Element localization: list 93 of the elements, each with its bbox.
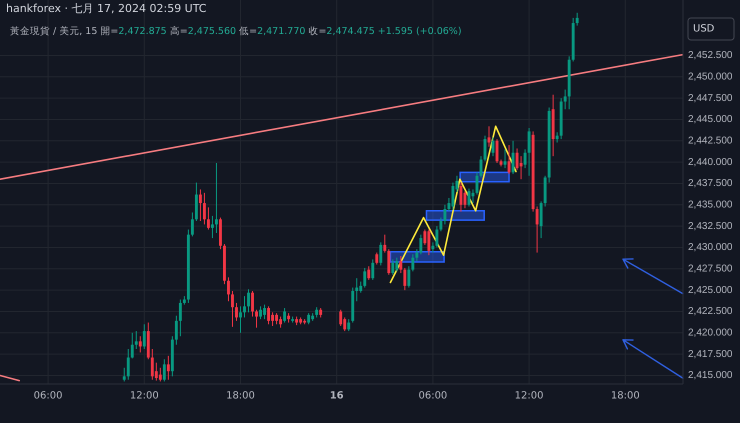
candlestick xyxy=(315,306,318,318)
candlestick xyxy=(190,212,194,237)
candlestick xyxy=(516,148,519,170)
candlestick xyxy=(536,206,539,254)
candlestick xyxy=(431,242,434,254)
candlestick xyxy=(243,296,246,318)
y-tick-label: 2,440.000 xyxy=(688,156,733,168)
y-tick-label: 2,447.500 xyxy=(688,92,733,104)
candlestick xyxy=(150,348,154,380)
y-tick-label: 2,422.500 xyxy=(688,306,733,318)
y-tick-label: 2,417.500 xyxy=(688,348,733,360)
candlestick xyxy=(255,309,258,328)
candlestick xyxy=(540,200,543,239)
candlestick xyxy=(399,256,402,274)
candlestick xyxy=(460,182,462,212)
candlestick xyxy=(468,188,470,208)
candlestick xyxy=(198,188,202,222)
x-tick-label: 18:00 xyxy=(226,390,255,402)
line-series xyxy=(390,125,517,284)
candlestick xyxy=(267,306,270,325)
candlestick xyxy=(202,192,206,225)
candlestick xyxy=(287,312,290,324)
y-axis-title: USD xyxy=(693,24,715,35)
candlestick xyxy=(279,316,282,328)
candlestick xyxy=(210,215,214,239)
candlestick xyxy=(472,188,474,204)
y-tick-label: 2,450.000 xyxy=(688,71,733,82)
y-tick-label: 2,435.000 xyxy=(688,199,733,210)
candlestick xyxy=(451,182,454,210)
candlestick xyxy=(415,248,418,262)
y-tick-label: 2,420.000 xyxy=(688,327,733,338)
x-tick-label: 12:00 xyxy=(130,390,159,402)
x-tick-label: 16 xyxy=(330,390,344,402)
candlestick xyxy=(395,257,398,272)
y-tick-label: 2,452.500 xyxy=(688,50,733,62)
candlestick xyxy=(411,254,414,272)
candlestick xyxy=(283,308,286,324)
candlestick xyxy=(239,306,242,334)
text: 黃金現貨 / 美元, 15 開=2,472.875 高=2,475.560 低=2,471.770 收=2,474.475 +1.595 (+0.06%) xyxy=(10,26,462,37)
candlestick xyxy=(319,308,322,318)
candlestick xyxy=(215,162,218,234)
candlestick xyxy=(263,304,266,320)
y-tick-label: 2,445.000 xyxy=(688,114,733,126)
candlestick xyxy=(484,135,486,162)
candlestick xyxy=(178,299,182,337)
y-tick-label: 2,415.000 xyxy=(688,370,733,382)
candlestick xyxy=(251,290,254,318)
candlestick xyxy=(271,312,274,326)
candlestick xyxy=(520,156,523,180)
candlestick xyxy=(227,276,230,302)
x-tick-label: 06:00 xyxy=(34,390,63,402)
candlestick xyxy=(439,217,442,232)
candlestick xyxy=(576,12,579,26)
x-tick-label: 18:00 xyxy=(610,390,640,402)
candlestick xyxy=(564,89,567,110)
candlestick xyxy=(512,140,514,175)
candlestick xyxy=(407,266,410,288)
candlestick xyxy=(231,290,234,328)
candlestick xyxy=(528,128,531,176)
y-tick-label: 2,432.500 xyxy=(688,220,733,232)
candlestick xyxy=(158,367,162,382)
x-tick-label: 12:00 xyxy=(514,390,544,402)
candlestick xyxy=(235,302,238,322)
candlestick xyxy=(443,204,446,225)
candlestick xyxy=(480,156,482,178)
y-tick-label: 2,442.500 xyxy=(688,135,733,146)
candlestick xyxy=(419,234,422,255)
candlestick xyxy=(508,144,510,175)
y-tick-label: 2,427.500 xyxy=(688,263,733,274)
y-tick-label: 2,437.500 xyxy=(688,178,733,190)
y-tick-label: 2,425.000 xyxy=(688,284,733,296)
candlestick xyxy=(504,148,506,169)
candlestick xyxy=(476,172,478,196)
candlestick xyxy=(307,312,310,325)
candlestick xyxy=(355,278,358,302)
candlestick xyxy=(496,138,498,164)
candlestick xyxy=(247,288,250,313)
candlestick xyxy=(275,312,278,325)
candlestick xyxy=(524,148,527,169)
chart-title: hankforex · 七月 17, 2024 02:59 UTC xyxy=(6,2,207,15)
x-tick-label: 06:00 xyxy=(418,390,448,402)
candlestick xyxy=(206,206,210,230)
candlestick xyxy=(435,226,438,248)
candlestick xyxy=(488,126,490,148)
candlestick xyxy=(259,306,262,320)
candlestick xyxy=(403,267,406,291)
candlestick xyxy=(427,229,430,256)
candlestick xyxy=(174,315,178,346)
candlestick xyxy=(162,358,166,382)
candlestick xyxy=(556,132,559,144)
y-tick-label: 2,430.000 xyxy=(688,242,733,254)
candlestick xyxy=(166,355,170,380)
candlestick xyxy=(492,136,494,157)
